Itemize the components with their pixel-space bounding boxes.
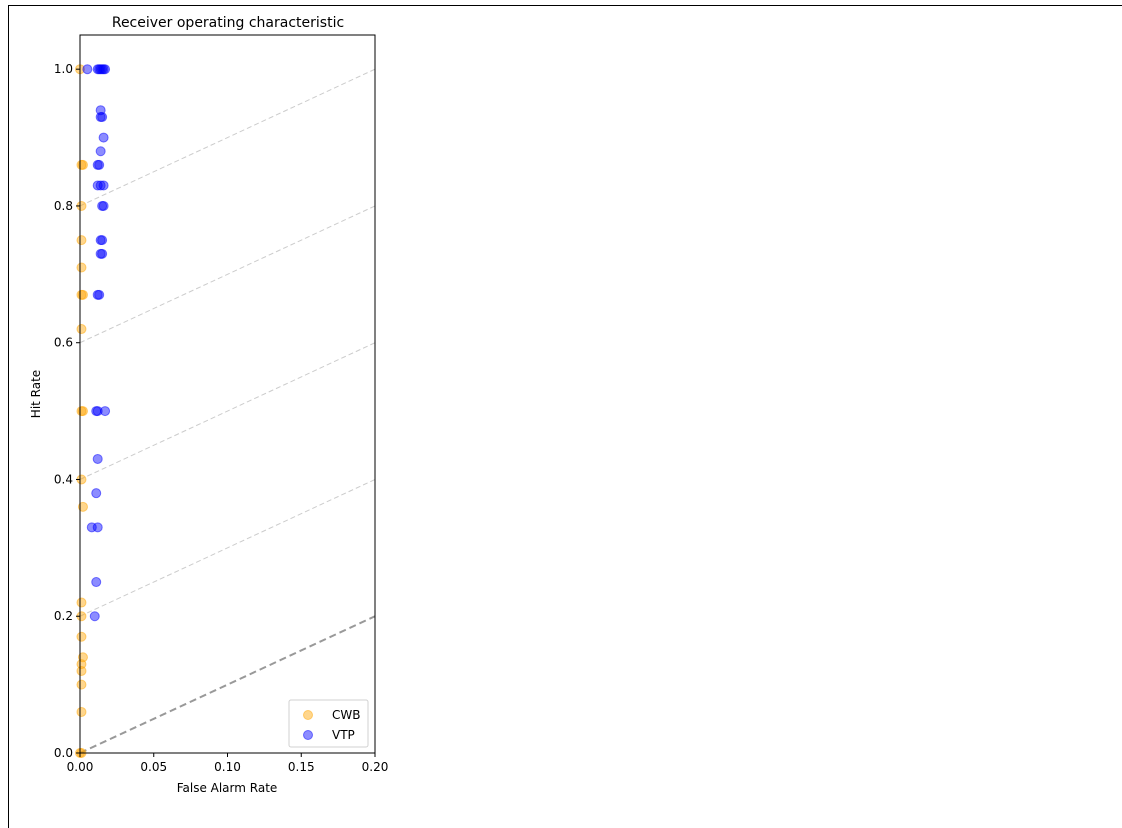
skill-line-3 bbox=[79, 205, 376, 344]
skill-line-2 bbox=[79, 342, 376, 480]
vtp-point bbox=[95, 146, 106, 157]
legend: CWB VTP bbox=[288, 699, 369, 748]
vtp-point bbox=[95, 248, 106, 259]
legend-marker-vtp bbox=[303, 730, 313, 740]
y-tick-label: 0.6 bbox=[54, 336, 73, 350]
y-tick-label: 1.0 bbox=[54, 62, 73, 76]
cwb-point bbox=[76, 679, 87, 690]
legend-label-cwb: CWB bbox=[332, 708, 360, 722]
y-tick-label: 0.8 bbox=[54, 199, 73, 213]
cwb-point bbox=[76, 235, 87, 246]
diagonal-line-group bbox=[79, 615, 376, 754]
cwb-point bbox=[76, 631, 87, 642]
vtp-point bbox=[100, 64, 111, 75]
cwb-point bbox=[76, 665, 87, 676]
data-points bbox=[75, 64, 111, 758]
frame-top-gap bbox=[398, 0, 1122, 4]
vtp-point bbox=[82, 64, 93, 75]
vtp-point bbox=[91, 577, 102, 588]
vtp-point bbox=[95, 180, 106, 191]
vtp-point bbox=[98, 132, 109, 143]
skill-line-1 bbox=[79, 479, 376, 617]
vtp-point bbox=[92, 453, 103, 464]
y-tick-label: 0.2 bbox=[54, 609, 73, 623]
vtp-point bbox=[92, 406, 103, 417]
cwb-point bbox=[77, 501, 88, 512]
y-tick-label: 0.4 bbox=[54, 472, 73, 486]
y-axis-ticks: 0.0 0.2 0.4 0.6 0.8 1.0 bbox=[54, 62, 80, 760]
cwb-point bbox=[76, 706, 87, 717]
vtp-point bbox=[92, 180, 103, 191]
vtp-point bbox=[92, 159, 103, 170]
legend-label-vtp: VTP bbox=[332, 728, 355, 742]
vtp-point bbox=[91, 488, 102, 499]
chart-title: Receiver operating characteristic bbox=[112, 15, 344, 31]
cwb-point bbox=[77, 289, 88, 300]
skill-line-4 bbox=[79, 68, 376, 207]
image-frame bbox=[8, 5, 1122, 828]
y-axis-label: Hit Rate bbox=[29, 370, 43, 418]
cwb-point bbox=[76, 406, 87, 417]
x-tick-label: 0.05 bbox=[140, 760, 167, 774]
y-tick-label: 0.0 bbox=[54, 746, 73, 760]
cwb-point bbox=[76, 659, 87, 670]
x-tick-label: 0.20 bbox=[362, 760, 389, 774]
x-axis-ticks: 0.00 0.05 0.10 0.15 0.20 bbox=[67, 753, 389, 774]
cwb-point bbox=[76, 262, 87, 273]
cwb-point bbox=[76, 597, 87, 608]
vtp-point bbox=[92, 522, 103, 533]
plot-area bbox=[79, 34, 376, 754]
x-tick-label: 0.15 bbox=[288, 760, 315, 774]
skill-lines bbox=[79, 68, 376, 617]
vtp-point bbox=[100, 406, 111, 417]
vtp-point bbox=[97, 235, 108, 246]
diagonal-line bbox=[79, 615, 376, 754]
vtp-point bbox=[94, 289, 105, 300]
vtp-point bbox=[89, 611, 100, 622]
cwb-point bbox=[76, 324, 87, 335]
vtp-point bbox=[98, 200, 109, 211]
x-tick-label: 0.10 bbox=[214, 760, 241, 774]
vtp-point bbox=[97, 112, 108, 123]
x-tick-label: 0.00 bbox=[67, 760, 94, 774]
x-axis-label: False Alarm Rate bbox=[177, 781, 278, 795]
legend-box bbox=[288, 699, 369, 748]
legend-marker-cwb bbox=[303, 710, 313, 720]
cwb-point bbox=[77, 159, 88, 170]
